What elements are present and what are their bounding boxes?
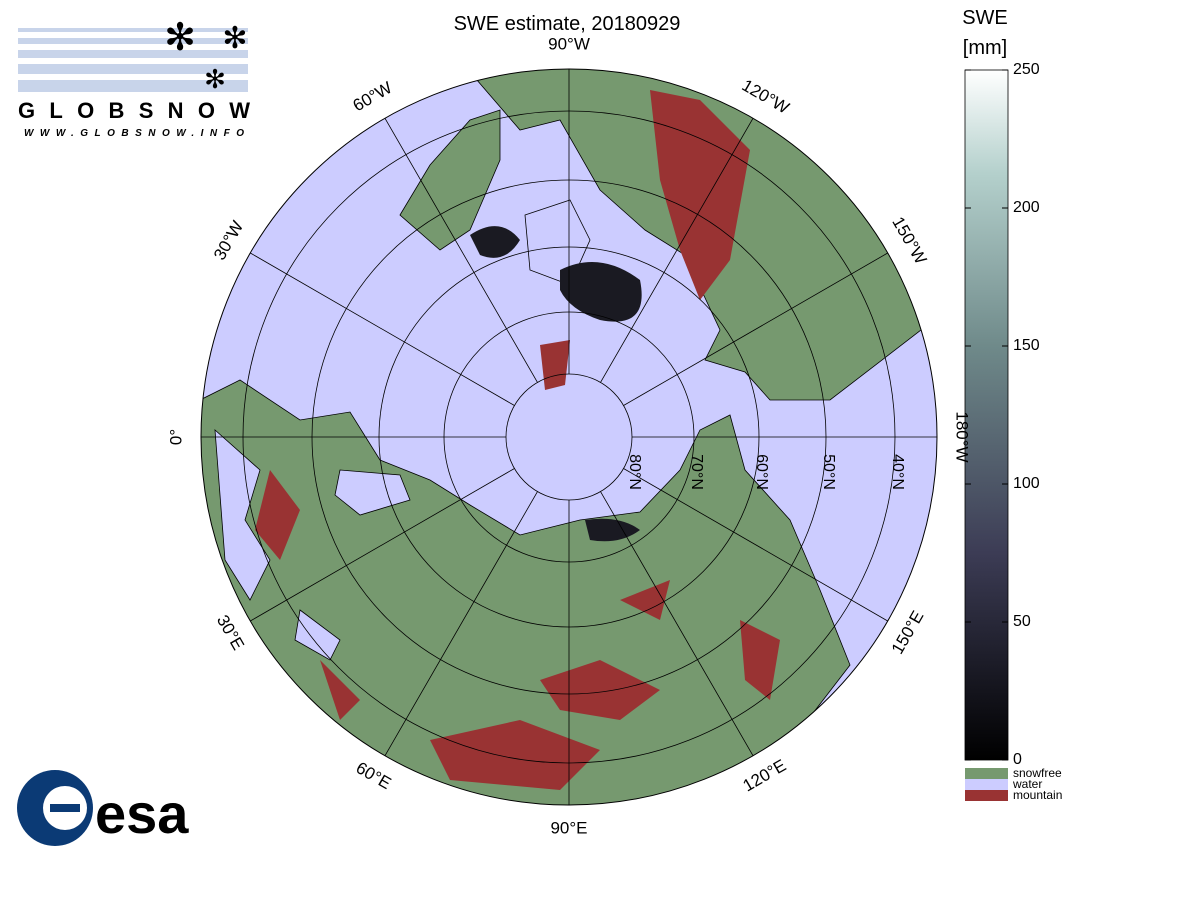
longitude-label: 150°W [888, 214, 930, 268]
longitude-label: 150°E [888, 608, 928, 658]
esa-logo: esa [17, 770, 189, 846]
longitude-label: 90°E [550, 818, 587, 837]
meridian [623, 252, 888, 406]
svg-text:✻: ✻ [204, 64, 226, 94]
colorbar-title: SWE [962, 7, 1008, 29]
legend-swatch [965, 768, 1008, 779]
globsnow-logo: ✻ ✻ ✻ GLOBSNOW WWW.GLOBSNOW.INFO [18, 17, 250, 139]
meridian [384, 491, 538, 756]
latitude-label: 60°N [753, 454, 770, 490]
esa-text: esa [95, 782, 189, 845]
meridian [600, 491, 754, 756]
legend-label: water [1012, 777, 1042, 791]
meridian [600, 118, 754, 383]
globsnow-url: WWW.GLOBSNOW.INFO [24, 128, 244, 139]
longitude-label: 90°W [548, 34, 590, 53]
latitude-label: 50°N [820, 454, 837, 490]
longitude-label: 120°E [740, 756, 790, 796]
globsnow-text: GLOBSNOW [18, 98, 250, 123]
graticule [201, 69, 937, 805]
legend-swatch [965, 779, 1008, 790]
meridian [623, 468, 888, 622]
longitude-label: 30°E [213, 612, 248, 654]
meridian [250, 468, 515, 622]
longitude-label: 0° [166, 429, 185, 445]
colorbar-tick-label: 50 [1013, 613, 1031, 630]
map-border [200, 68, 938, 806]
legend-swatch [965, 790, 1008, 801]
map [201, 69, 937, 805]
latitude-label: 80°N [626, 454, 643, 490]
legend-label: snowfree [1013, 766, 1062, 780]
longitude-label: 60°E [353, 758, 395, 793]
map-title: SWE estimate, 20180929 [454, 13, 681, 35]
legend-label: mountain [1013, 788, 1062, 802]
svg-text:✻: ✻ [222, 22, 247, 55]
meridian [250, 252, 515, 406]
longitude-label: 120°W [739, 76, 793, 118]
colorbar-tick-label: 100 [1013, 475, 1040, 492]
longitude-label: 30°W [210, 218, 247, 264]
colorbar-tick-label: 200 [1013, 199, 1040, 216]
longitude-label: 60°W [350, 78, 396, 115]
colorbar-tick-label: 250 [1013, 61, 1040, 78]
latitude-label: 70°N [688, 454, 705, 490]
colorbar [964, 69, 1009, 761]
colorbar-tick-label: 0 [1013, 751, 1022, 768]
meridian [384, 118, 538, 383]
colorbar-unit: [mm] [963, 37, 1007, 59]
colorbar-tick-label: 150 [1013, 337, 1040, 354]
svg-text:✻: ✻ [164, 17, 196, 59]
latitude-label: 40°N [889, 454, 906, 490]
longitude-label: 180°W [953, 411, 972, 462]
